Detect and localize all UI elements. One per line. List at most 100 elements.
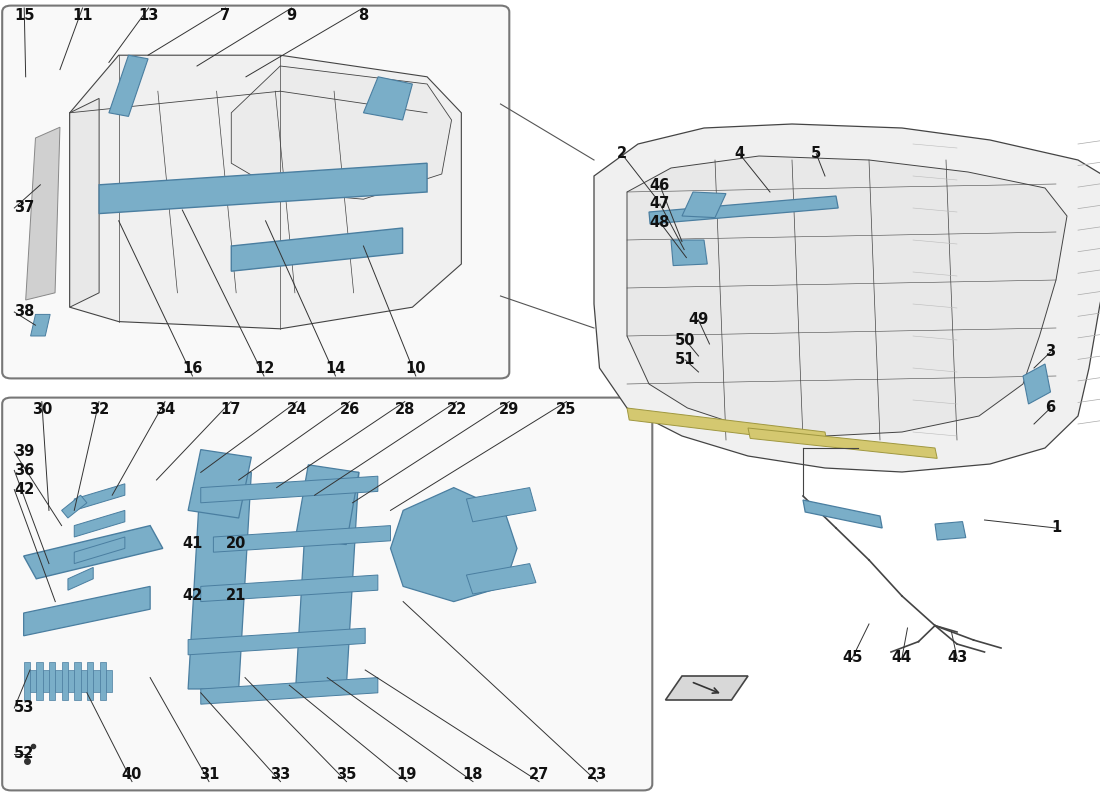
Polygon shape (627, 408, 827, 444)
Polygon shape (74, 537, 124, 563)
Text: 47: 47 (650, 197, 670, 211)
Polygon shape (24, 662, 30, 701)
Polygon shape (231, 228, 403, 271)
Polygon shape (231, 66, 452, 199)
Text: 28: 28 (395, 402, 415, 417)
Text: 3: 3 (1045, 345, 1056, 359)
Polygon shape (466, 487, 536, 522)
Text: 4: 4 (734, 146, 745, 161)
Text: 10: 10 (406, 361, 426, 376)
Text: 19: 19 (397, 766, 417, 782)
Polygon shape (36, 662, 43, 701)
Text: 16: 16 (183, 361, 202, 376)
Text: 53: 53 (14, 701, 35, 715)
Polygon shape (94, 670, 99, 692)
Text: 35: 35 (337, 766, 356, 782)
Text: 42: 42 (183, 589, 202, 603)
Text: 11: 11 (73, 8, 92, 23)
Text: 24: 24 (287, 402, 307, 417)
Polygon shape (363, 77, 412, 120)
Text: 8: 8 (358, 8, 368, 23)
Text: 29: 29 (499, 402, 519, 417)
Text: 51: 51 (675, 353, 695, 367)
Text: 41: 41 (183, 537, 202, 551)
Polygon shape (200, 678, 378, 704)
Text: europes
parts
1985: europes parts 1985 (688, 180, 962, 428)
Polygon shape (296, 465, 359, 545)
Polygon shape (74, 484, 124, 510)
Polygon shape (80, 670, 87, 692)
Polygon shape (466, 563, 536, 594)
Text: 45: 45 (843, 650, 862, 665)
Text: 40: 40 (122, 766, 142, 782)
Text: 22: 22 (447, 402, 466, 417)
Text: 44: 44 (892, 650, 912, 665)
Polygon shape (671, 240, 707, 266)
Polygon shape (25, 127, 60, 300)
Text: 12: 12 (254, 361, 274, 376)
Polygon shape (649, 196, 838, 224)
Polygon shape (748, 428, 937, 458)
Text: 48: 48 (650, 215, 670, 230)
Polygon shape (55, 670, 62, 692)
Polygon shape (87, 662, 94, 701)
Text: 39: 39 (14, 445, 34, 459)
Text: 5: 5 (811, 146, 822, 161)
Polygon shape (62, 662, 68, 701)
Polygon shape (48, 662, 55, 701)
Polygon shape (62, 495, 87, 518)
Text: 38: 38 (14, 305, 35, 319)
Text: 32: 32 (89, 402, 109, 417)
Text: 17: 17 (221, 402, 241, 417)
Text: 26: 26 (340, 402, 360, 417)
Text: 6: 6 (1045, 401, 1056, 415)
Polygon shape (99, 662, 106, 701)
Text: 31: 31 (199, 766, 219, 782)
Polygon shape (69, 55, 461, 329)
Polygon shape (666, 676, 748, 700)
Polygon shape (627, 156, 1067, 436)
Polygon shape (24, 526, 163, 579)
FancyBboxPatch shape (2, 6, 509, 378)
Text: 1: 1 (1050, 521, 1062, 535)
Text: 34: 34 (155, 402, 175, 417)
Text: 27: 27 (529, 766, 549, 782)
Text: 18: 18 (463, 766, 483, 782)
Text: 30: 30 (32, 402, 52, 417)
Polygon shape (109, 55, 148, 116)
Polygon shape (69, 98, 99, 307)
Text: 20: 20 (227, 537, 246, 551)
Text: 2: 2 (616, 146, 627, 161)
FancyBboxPatch shape (2, 398, 652, 790)
Text: 42: 42 (14, 482, 34, 497)
Polygon shape (188, 628, 365, 654)
Polygon shape (43, 670, 48, 692)
Text: 14: 14 (326, 361, 345, 376)
Polygon shape (1023, 364, 1050, 404)
Text: 52: 52 (14, 746, 35, 761)
Text: 7: 7 (220, 8, 231, 23)
Polygon shape (200, 575, 378, 602)
Polygon shape (188, 450, 251, 518)
Text: 46: 46 (650, 178, 670, 193)
Polygon shape (68, 567, 94, 590)
Polygon shape (935, 522, 966, 540)
Text: 25: 25 (557, 402, 576, 417)
Polygon shape (24, 586, 150, 636)
Polygon shape (99, 163, 427, 214)
Text: 15: 15 (14, 8, 34, 23)
Text: 23: 23 (587, 766, 607, 782)
Polygon shape (594, 124, 1100, 472)
Text: 9: 9 (286, 8, 297, 23)
Polygon shape (213, 526, 390, 552)
Text: 13: 13 (139, 8, 158, 23)
Polygon shape (390, 487, 517, 602)
Polygon shape (188, 472, 251, 689)
Polygon shape (106, 670, 112, 692)
Polygon shape (296, 472, 359, 689)
Polygon shape (68, 670, 74, 692)
Text: 43: 43 (947, 650, 967, 665)
Text: 50: 50 (675, 333, 695, 347)
Polygon shape (30, 670, 36, 692)
Polygon shape (74, 510, 124, 537)
